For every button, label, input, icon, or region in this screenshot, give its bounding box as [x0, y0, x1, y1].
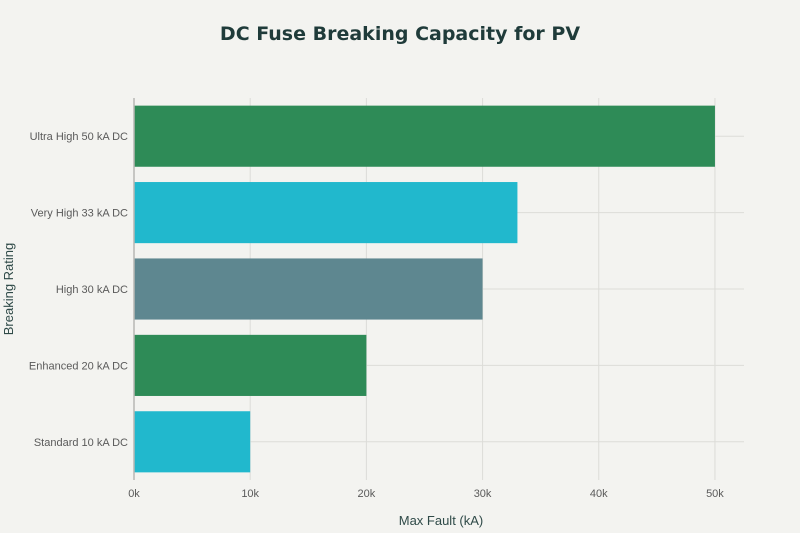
- category-label: High 30 kA DC: [56, 284, 128, 296]
- x-tick-label: 0k: [128, 488, 140, 500]
- x-tick-label: 40k: [590, 488, 608, 500]
- x-tick-labels: 0k 10k 20k 30k 40k 50k: [128, 488, 724, 500]
- category-labels: Ultra High 50 kA DC Very High 33 kA DC Hig…: [29, 131, 128, 449]
- y-axis-title: Breaking Rating: [1, 243, 16, 336]
- bars: [134, 105, 715, 473]
- bar[interactable]: [134, 411, 251, 473]
- bar[interactable]: [134, 182, 518, 244]
- chart-title: DC Fuse Breaking Capacity for PV: [220, 23, 580, 45]
- category-label: Standard 10 kA DC: [34, 437, 128, 449]
- x-tick-label: 20k: [358, 488, 376, 500]
- x-tick-label: 30k: [474, 488, 492, 500]
- x-tick-label: 10k: [241, 488, 259, 500]
- bar[interactable]: [134, 105, 715, 167]
- bar[interactable]: [134, 334, 367, 396]
- category-label: Ultra High 50 kA DC: [30, 131, 128, 143]
- bar[interactable]: [134, 258, 483, 320]
- category-label: Enhanced 20 kA DC: [29, 360, 128, 372]
- x-axis-title: Max Fault (kA): [399, 513, 484, 528]
- x-tick-label: 50k: [706, 488, 724, 500]
- category-label: Very High 33 kA DC: [31, 208, 128, 220]
